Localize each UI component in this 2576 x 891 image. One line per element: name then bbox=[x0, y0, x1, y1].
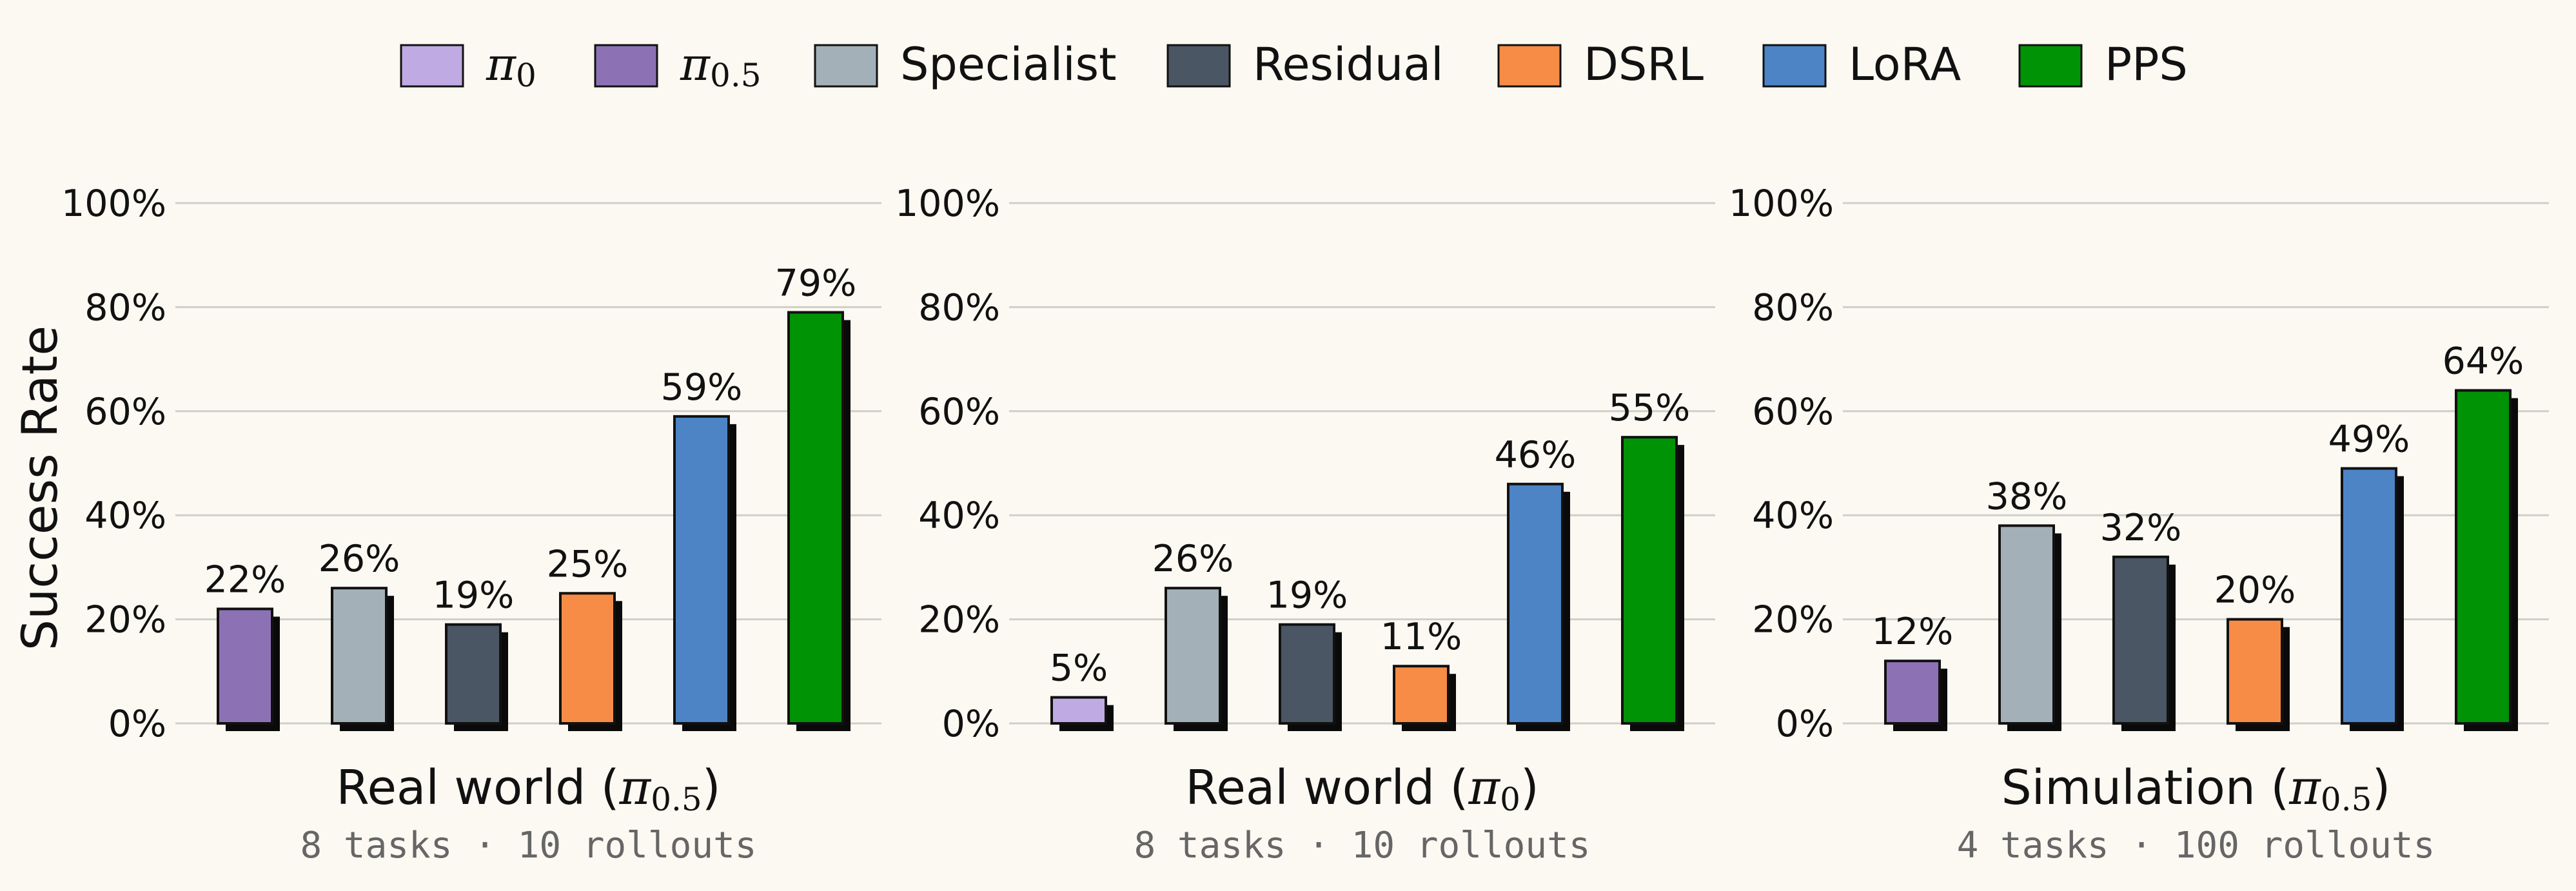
bar-pi0 bbox=[1050, 696, 1107, 725]
y-tick-label: 0% bbox=[108, 703, 166, 745]
bar-residual bbox=[2112, 555, 2169, 725]
legend-item-pps: PPS bbox=[2018, 38, 2188, 91]
legend-item-pi0: π0 bbox=[400, 38, 536, 94]
bar-specialist bbox=[331, 587, 388, 725]
bar-value-label: 22% bbox=[204, 558, 286, 601]
y-tick-label: 0% bbox=[942, 703, 1000, 745]
legend-label-pi0: π0 bbox=[486, 38, 536, 94]
bar-pps bbox=[2455, 389, 2512, 725]
legend-swatch-pi0 bbox=[400, 44, 464, 88]
y-tick-label: 20% bbox=[918, 599, 1000, 641]
bar-pi05 bbox=[217, 607, 273, 725]
bar-dsrl bbox=[2227, 618, 2283, 725]
y-tick-label: 100% bbox=[61, 182, 166, 225]
legend-item-specialist: Specialist bbox=[814, 38, 1117, 91]
y-axis-label: Success Rate bbox=[11, 326, 68, 651]
y-tick-label: 60% bbox=[918, 391, 1000, 433]
bar-dsrl bbox=[1393, 665, 1450, 725]
bar-value-label: 59% bbox=[661, 366, 743, 409]
bar-specialist bbox=[1998, 524, 2055, 725]
bar-value-label: 49% bbox=[2328, 418, 2410, 461]
y-tick-label: 40% bbox=[1752, 494, 1834, 537]
bar-pps bbox=[1621, 436, 1678, 725]
y-tick-label: 80% bbox=[84, 286, 166, 329]
legend-swatch-residual bbox=[1166, 44, 1231, 88]
y-tick-label: 40% bbox=[84, 494, 166, 537]
chart-panel-2: 0% 20% 40% 60% 80% 100% 5% 26% 19% 11% 46% 55% Real … bbox=[895, 182, 1715, 867]
bar-residual bbox=[1279, 623, 1335, 725]
bar-lora bbox=[673, 415, 730, 725]
bar-dsrl bbox=[559, 592, 616, 725]
legend-swatch-dsrl bbox=[1497, 44, 1562, 88]
legend-swatch-specialist bbox=[814, 44, 878, 88]
bar-value-label: 25% bbox=[547, 543, 629, 585]
legend: π0 π0.5 Specialist Residual DSRL LoRA PPS bbox=[400, 38, 2188, 94]
legend-label-dsrl: DSRL bbox=[1584, 38, 1704, 91]
panel-subtitle: 8 tasks · 10 rollouts bbox=[300, 825, 756, 867]
bar-specialist bbox=[1165, 587, 1221, 725]
bar-value-label: 26% bbox=[319, 538, 400, 580]
bar-value-label: 79% bbox=[775, 262, 857, 304]
y-tick-label: 20% bbox=[84, 599, 166, 641]
panel-subtitle: 8 tasks · 10 rollouts bbox=[1134, 825, 1590, 867]
legend-item-dsrl: DSRL bbox=[1497, 38, 1704, 91]
panel-title: Real world (π0.5) bbox=[336, 760, 720, 818]
legend-swatch-pi05 bbox=[594, 44, 658, 88]
bar-pps bbox=[787, 311, 844, 725]
bar-value-label: 5% bbox=[1050, 647, 1108, 690]
bar-value-label: 20% bbox=[2214, 569, 2296, 612]
y-tick-label: 40% bbox=[918, 494, 1000, 537]
bar-value-label: 55% bbox=[1609, 387, 1691, 429]
bar-value-label: 12% bbox=[1872, 611, 1954, 653]
legend-label-specialist: Specialist bbox=[900, 38, 1117, 91]
legend-label-pps: PPS bbox=[2105, 38, 2188, 91]
bar-residual bbox=[445, 623, 502, 725]
bar-value-label: 46% bbox=[1495, 434, 1577, 476]
chart-panel-3: 0% 20% 40% 60% 80% 100% 12% 38% 32% 20% 49% 64% Simu… bbox=[1729, 182, 2549, 867]
panel-subtitle: 4 tasks · 100 rollouts bbox=[1957, 825, 2435, 867]
legend-item-pi05: π0.5 bbox=[594, 38, 762, 94]
bar-value-label: 38% bbox=[1986, 475, 2068, 518]
legend-label-residual: Residual bbox=[1253, 38, 1444, 91]
y-tick-label: 100% bbox=[895, 182, 1000, 225]
chart-panels: 0% 20% 40% 60% 80% 100% 22% 26% 19% 25% 59% 79% Real… bbox=[61, 182, 2549, 867]
y-tick-label: 80% bbox=[918, 286, 1000, 329]
bar-value-label: 19% bbox=[1266, 574, 1348, 617]
chart-panel-1: 0% 20% 40% 60% 80% 100% 22% 26% 19% 25% 59% 79% Real… bbox=[61, 182, 881, 867]
legend-swatch-pps bbox=[2018, 44, 2083, 88]
bar-pi05 bbox=[1884, 660, 1941, 725]
bar-value-label: 32% bbox=[2100, 507, 2182, 549]
y-tick-label: 60% bbox=[84, 391, 166, 433]
legend-label-pi05: π0.5 bbox=[680, 38, 762, 94]
panel-title: Real world (π0) bbox=[1185, 760, 1539, 818]
legend-swatch-lora bbox=[1762, 44, 1827, 88]
legend-label-lora: LoRA bbox=[1849, 38, 1961, 91]
y-tick-label: 20% bbox=[1752, 599, 1834, 641]
y-tick-label: 60% bbox=[1752, 391, 1834, 433]
panel-title: Simulation (π0.5) bbox=[2001, 760, 2391, 818]
bar-lora bbox=[2341, 467, 2397, 725]
legend-item-residual: Residual bbox=[1166, 38, 1444, 91]
bar-value-label: 11% bbox=[1381, 616, 1462, 658]
bar-value-label: 19% bbox=[433, 574, 515, 617]
bar-value-label: 64% bbox=[2443, 340, 2524, 383]
y-tick-label: 100% bbox=[1729, 182, 1834, 225]
y-tick-label: 0% bbox=[1776, 703, 1834, 745]
legend-item-lora: LoRA bbox=[1762, 38, 1961, 91]
bar-lora bbox=[1507, 482, 1564, 725]
bar-value-label: 26% bbox=[1152, 538, 1234, 580]
y-tick-label: 80% bbox=[1752, 286, 1834, 329]
